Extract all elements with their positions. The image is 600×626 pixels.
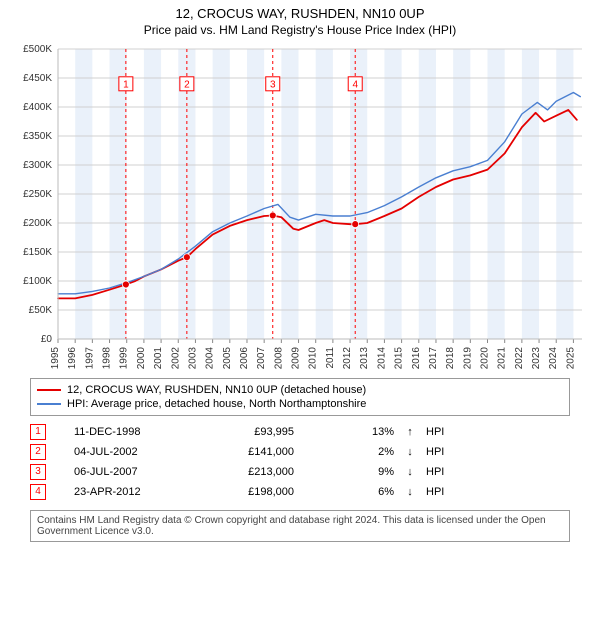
sale-hpi-label: HPI (426, 466, 444, 478)
x-tick-label: 2019 (462, 347, 473, 370)
sale-marker-number: 3 (270, 79, 276, 90)
x-tick-label: 2004 (205, 347, 216, 370)
x-tick-label: 2018 (445, 347, 456, 370)
x-tick-label: 2014 (376, 347, 387, 370)
page-subtitle: Price paid vs. HM Land Registry's House … (0, 23, 600, 37)
sale-hpi-label: HPI (426, 446, 444, 458)
x-tick-label: 2009 (291, 347, 302, 370)
x-tick-label: 1998 (102, 347, 113, 370)
sale-hpi-label: HPI (426, 486, 444, 498)
x-tick-label: 2003 (187, 347, 198, 370)
sale-price: £141,000 (204, 446, 294, 458)
sale-dot (183, 254, 190, 261)
arrow-down-icon: ↓ (404, 466, 416, 478)
x-tick-label: 2001 (153, 347, 164, 370)
y-tick-label: £450K (23, 73, 52, 84)
sale-pct: 13% (324, 426, 394, 438)
legend: 12, CROCUS WAY, RUSHDEN, NN10 0UP (detac… (30, 378, 570, 416)
sale-marker-icon: 3 (30, 464, 46, 480)
x-tick-label: 2025 (565, 347, 576, 370)
arrow-up-icon: ↑ (404, 426, 416, 438)
legend-swatch (37, 389, 61, 391)
x-tick-label: 2024 (548, 347, 559, 370)
chart-container: £0 £50K £100K £150K £200K £250K £300K £350K £400… (10, 41, 590, 374)
sale-row: 4 23-APR-2012 £198,000 6% ↓ HPI (30, 482, 570, 502)
page-title: 12, CROCUS WAY, RUSHDEN, NN10 0UP (0, 6, 600, 21)
x-tick-label: 2008 (273, 347, 284, 370)
sale-marker-icon: 1 (30, 424, 46, 440)
sale-row: 3 06-JUL-2007 £213,000 9% ↓ HPI (30, 462, 570, 482)
x-tick-label: 2023 (531, 347, 542, 370)
sale-date: 11-DEC-1998 (74, 426, 194, 438)
sale-date: 04-JUL-2002 (74, 446, 194, 458)
x-tick-label: 2000 (136, 347, 147, 370)
sales-table: 1 11-DEC-1998 £93,995 13% ↑ HPI 2 04-JUL-2002 £1… (30, 422, 570, 502)
sale-price: £198,000 (204, 486, 294, 498)
x-tick-label: 2017 (428, 347, 439, 370)
y-tick-label: £100K (23, 276, 52, 287)
x-tick-label: 2016 (411, 347, 422, 370)
y-tick-label: £250K (23, 189, 52, 200)
y-tick-label: £200K (23, 218, 52, 229)
x-tick-label: 2020 (480, 347, 491, 370)
sale-marker-icon: 4 (30, 484, 46, 500)
sale-pct: 2% (324, 446, 394, 458)
x-tick-label: 2006 (239, 347, 250, 370)
x-tick-label: 2021 (497, 347, 508, 370)
x-tick-label: 2010 (308, 347, 319, 370)
sale-price: £213,000 (204, 466, 294, 478)
x-tick-label: 1996 (67, 347, 78, 370)
sale-dot (122, 281, 129, 288)
sale-pct: 9% (324, 466, 394, 478)
x-tick-label: 2011 (325, 347, 336, 369)
legend-row: HPI: Average price, detached house, Nort… (37, 397, 563, 411)
sale-pct: 6% (324, 486, 394, 498)
y-tick-label: £500K (23, 44, 52, 55)
legend-label: HPI: Average price, detached house, Nort… (67, 398, 366, 410)
y-tick-label: £400K (23, 102, 52, 113)
x-tick-label: 2007 (256, 347, 267, 370)
sale-hpi-label: HPI (426, 426, 444, 438)
x-tick-label: 2013 (359, 347, 370, 370)
y-tick-label: £300K (23, 160, 52, 171)
y-tick-label: £150K (23, 247, 52, 258)
sale-marker-number: 2 (184, 79, 190, 90)
y-tick-label: £350K (23, 131, 52, 142)
sale-marker-icon: 2 (30, 444, 46, 460)
x-tick-label: 2022 (514, 347, 525, 370)
sale-date: 06-JUL-2007 (74, 466, 194, 478)
attribution: Contains HM Land Registry data © Crown c… (30, 510, 570, 542)
arrow-down-icon: ↓ (404, 446, 416, 458)
x-tick-label: 2015 (394, 347, 405, 370)
x-tick-label: 1999 (119, 347, 130, 370)
legend-label: 12, CROCUS WAY, RUSHDEN, NN10 0UP (detac… (67, 384, 366, 396)
sale-marker-number: 4 (352, 79, 358, 90)
legend-row: 12, CROCUS WAY, RUSHDEN, NN10 0UP (detac… (37, 383, 563, 397)
price-chart: £0 £50K £100K £150K £200K £250K £300K £350K £400… (10, 41, 590, 371)
y-tick-label: £50K (29, 305, 53, 316)
legend-swatch (37, 403, 61, 405)
sale-row: 1 11-DEC-1998 £93,995 13% ↑ HPI (30, 422, 570, 442)
x-tick-label: 2005 (222, 347, 233, 370)
y-tick-label: £0 (41, 334, 53, 345)
sale-dot (352, 221, 359, 228)
sale-price: £93,995 (204, 426, 294, 438)
sale-row: 2 04-JUL-2002 £141,000 2% ↓ HPI (30, 442, 570, 462)
sale-marker-number: 1 (123, 79, 129, 90)
x-tick-label: 1997 (84, 347, 95, 370)
x-tick-label: 2002 (170, 347, 181, 370)
x-tick-label: 1995 (50, 347, 61, 370)
sale-dot (269, 212, 276, 219)
arrow-down-icon: ↓ (404, 486, 416, 498)
x-tick-label: 2012 (342, 347, 353, 370)
sale-date: 23-APR-2012 (74, 486, 194, 498)
